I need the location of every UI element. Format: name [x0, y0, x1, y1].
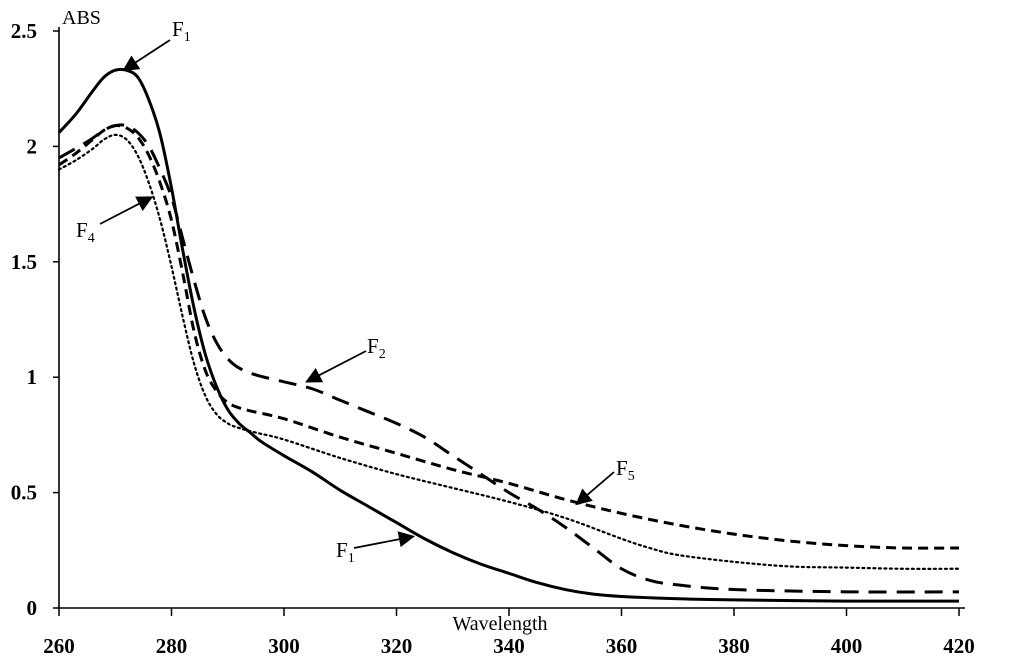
annotation-arrow [575, 471, 615, 506]
annotation-arrow [122, 39, 171, 72]
x-tick-label: 340 [493, 634, 525, 658]
x-tick-label: 280 [156, 634, 188, 658]
annotation-f1: F1 [336, 531, 415, 566]
y-tick-label: 2.5 [11, 19, 37, 43]
annotations: F1 F4 F2 F5 F1 [76, 17, 635, 566]
axes [58, 27, 965, 609]
x-tick-label: 380 [718, 634, 750, 658]
annotation-f1: F1 [122, 17, 191, 72]
annotation-arrow [353, 531, 415, 549]
series [57, 67, 961, 603]
ticks: 260 280 300 320 340 360 380 400 420 0 0.5 1 1.5 2 2.5 [11, 19, 975, 658]
y-tick-label: 1 [27, 365, 38, 389]
x-tick-label: 320 [381, 634, 413, 658]
y-tick-label: 2 [27, 134, 38, 158]
x-tick-label: 400 [831, 634, 863, 658]
y-axis-title: ABS [62, 7, 101, 29]
annotation-f5: F5 [575, 456, 635, 506]
x-tick-label: 300 [268, 634, 300, 658]
annotation-label: F1 [336, 538, 355, 566]
annotation-label: F2 [367, 334, 386, 362]
series-line-f5 [58, 124, 960, 550]
annotation-label: F4 [76, 218, 95, 246]
x-tick-label: 260 [43, 634, 75, 658]
annotation-f4: F4 [76, 196, 154, 246]
series-line-f1 [57, 67, 960, 603]
annotation-arrow [305, 350, 367, 383]
annotation-label: F5 [616, 456, 635, 484]
series-line-f2 [58, 123, 960, 594]
x-tick-label: 360 [606, 634, 638, 658]
annotation-f2: F2 [305, 334, 386, 383]
x-tick-label: 420 [943, 634, 975, 658]
y-tick-label: 0.5 [11, 481, 37, 505]
annotation-arrow [99, 196, 154, 225]
y-tick-label: 1.5 [11, 250, 37, 274]
y-tick-label: 0 [27, 596, 38, 620]
annotation-label: F1 [172, 17, 191, 45]
series-line-f4 [57, 133, 961, 570]
x-axis-title: Wavelength [452, 613, 547, 635]
